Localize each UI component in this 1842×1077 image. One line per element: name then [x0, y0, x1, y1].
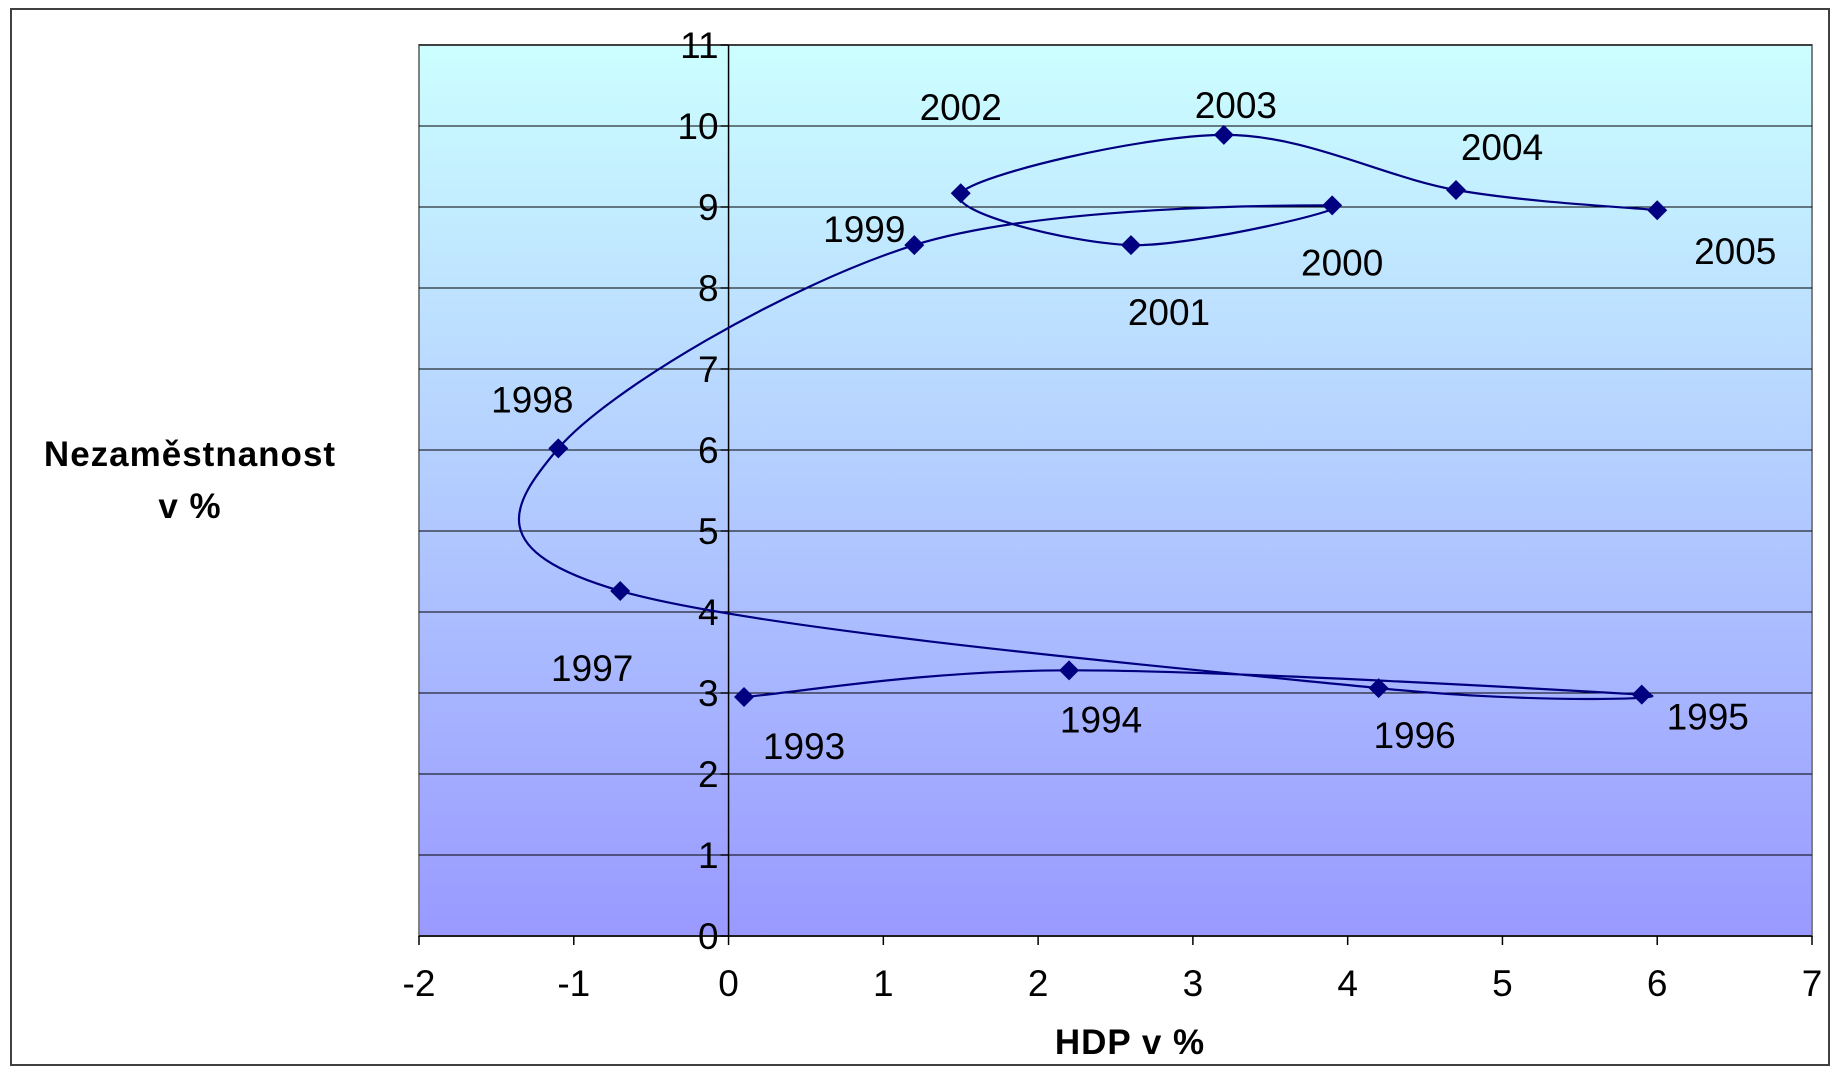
marker-2002	[950, 183, 971, 204]
y-tick-label: 6	[698, 430, 719, 471]
y-tick-label: 1	[698, 835, 719, 876]
marker-2001	[1120, 235, 1141, 256]
point-label-2005: 2005	[1694, 231, 1776, 272]
y-tick-label: 3	[698, 673, 719, 714]
marker-1995	[1631, 684, 1652, 705]
y-tick-label: 5	[698, 511, 719, 552]
x-tick-label: -1	[557, 963, 590, 1004]
x-axis-title: HDP v %	[1055, 1023, 1205, 1062]
series-line	[517, 133, 1658, 701]
point-label-1993: 1993	[763, 726, 845, 767]
series-layer	[517, 133, 1658, 701]
x-tick-label: 0	[718, 963, 739, 1004]
tick-labels: 0 1 2 3 4 5 6 7 8 9 10 11 -2 -1 0 1 2 3 4 5 6 7	[403, 25, 1823, 1004]
marker-1998	[548, 438, 569, 459]
point-label-1996: 1996	[1373, 715, 1455, 756]
point-label-1998: 1998	[491, 379, 573, 420]
point-label-2003: 2003	[1195, 85, 1277, 126]
marker-1999	[904, 235, 925, 256]
y-tick-label: 2	[698, 754, 719, 795]
x-tick-label: -2	[403, 963, 436, 1004]
point-label-1995: 1995	[1667, 697, 1749, 738]
point-label-1997: 1997	[551, 648, 633, 689]
x-tick-label: 2	[1028, 963, 1049, 1004]
y-tick-label: 7	[698, 349, 719, 390]
point-labels: 1993 1994 1995 1996 1997 1998 1999 2000 2001 2002…	[491, 85, 1776, 767]
x-tick-label: 6	[1647, 963, 1668, 1004]
y-axis-title-line2: v %	[158, 487, 221, 526]
marker-1997	[610, 580, 631, 601]
marker-2003	[1213, 124, 1234, 145]
x-tick-label: 7	[1802, 963, 1823, 1004]
markers	[548, 124, 1668, 708]
y-axis-title-line1: Nezaměstnanost	[44, 435, 336, 474]
y-tick-label: 11	[680, 25, 718, 66]
y-tick-label: 4	[698, 592, 719, 633]
axes	[418, 44, 1813, 945]
x-tick-label: 4	[1337, 963, 1358, 1004]
grid-lines	[419, 44, 1812, 856]
point-label-1994: 1994	[1060, 699, 1142, 740]
x-tick-label: 3	[1183, 963, 1204, 1004]
marker-2005	[1647, 200, 1668, 221]
x-tick-label: 5	[1492, 963, 1513, 1004]
marker-2000	[1322, 195, 1343, 216]
marker-1996	[1368, 678, 1389, 699]
y-tick-label: 0	[698, 916, 719, 957]
y-tick-label: 8	[698, 268, 719, 309]
y-tick-label: 10	[677, 106, 718, 147]
point-label-2000: 2000	[1301, 242, 1383, 283]
point-label-2001: 2001	[1128, 292, 1210, 333]
point-label-1999: 1999	[823, 209, 905, 250]
point-label-2004: 2004	[1461, 127, 1543, 168]
plot-area	[418, 44, 1813, 937]
marker-2004	[1446, 179, 1467, 200]
marker-1994	[1059, 660, 1080, 681]
marker-1993	[734, 687, 755, 708]
x-tick-label: 1	[873, 963, 894, 1004]
point-label-2002: 2002	[920, 87, 1002, 128]
y-tick-label: 9	[698, 187, 719, 228]
